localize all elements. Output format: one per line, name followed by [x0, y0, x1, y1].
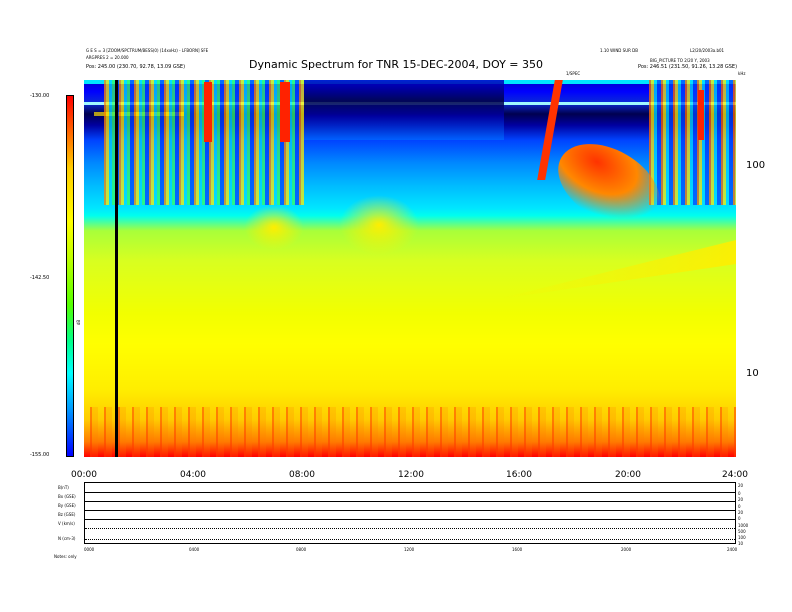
ts-label: Bz (GSE) — [58, 512, 76, 517]
colorbar-mid-label: -142.50 — [30, 275, 50, 281]
ts-right-tick: 20 — [738, 483, 744, 488]
ts-right-tick: 10 — [738, 541, 744, 546]
ts-label: N (cm-3) — [58, 536, 76, 541]
y-tick-label: 10 — [746, 368, 759, 379]
ts-right-tick: 20 — [738, 510, 744, 515]
colorbar — [66, 95, 74, 457]
header-meta-top-right3: BIG_PICTURE TO 2/20 Y, 2003 — [650, 58, 710, 63]
colorbar-axis-label: dB — [76, 319, 82, 326]
x-tick-label: 04:00 — [180, 470, 206, 480]
ts-right-tick: 1000 — [738, 523, 749, 528]
ts-x-tick: 0000 — [84, 547, 95, 552]
ts-x-tick: 0400 — [189, 547, 200, 552]
ts-label: Bx (GSE) — [58, 494, 76, 499]
x-tick-label: 12:00 — [398, 470, 424, 480]
ts-x-tick: 1600 — [512, 547, 523, 552]
ts-right-tick: 0 — [738, 516, 741, 521]
header-meta-top-right2: L2/20/2003a.b01 — [690, 48, 725, 53]
ts-label: V (km/s) — [58, 521, 75, 526]
chart-title: Dynamic Spectrum for TNR 15-DEC-2004, DO… — [249, 58, 543, 71]
header-pos-right: Pos: 246.51 (231.50, 91.26, 13.28 GSE) — [638, 64, 738, 70]
ts-right-tick: 500 — [738, 529, 746, 534]
x-tick-label: 16:00 — [506, 470, 532, 480]
ts-right-tick: 0 — [738, 491, 741, 496]
header-meta-top-right: 1.10 WIND SUR DB — [600, 48, 638, 53]
y-unit-label: kHz — [738, 71, 746, 76]
y-tick-label: 100 — [746, 160, 766, 171]
header-meta-top-left: G E S = 3 [ZOOM/SPCTRUM/BESS(0) (14xxHz)… — [86, 48, 209, 53]
x-tick-label: 08:00 — [289, 470, 315, 480]
x-tick-label: 20:00 — [615, 470, 641, 480]
header-annotation: 1/SPEC — [566, 71, 581, 76]
ts-right-tick: 0 — [738, 504, 741, 509]
ts-label: By (GSE) — [58, 503, 76, 508]
ts-right-tick: 100 — [738, 535, 746, 540]
ts-label: B(nT) — [58, 485, 69, 490]
ts-right-tick: 20 — [738, 497, 744, 502]
colorbar-bottom-label: -155.00 — [30, 452, 50, 458]
timeseries-panel — [84, 482, 736, 544]
ts-x-tick: 2000 — [621, 547, 632, 552]
colorbar-top-label: -130.00 — [30, 93, 50, 99]
header-pos-left: Pos: 245.00 (230.70, 92.78, 13.09 GSE) — [86, 64, 186, 70]
ts-x-tick: 2400 — [727, 547, 738, 552]
x-tick-label: 24:00 — [722, 470, 748, 480]
spectrogram — [84, 80, 736, 457]
ts-x-tick: 0800 — [296, 547, 307, 552]
header-meta-top-left2: ARGPRES 2 = 20.000 — [86, 55, 129, 60]
ts-x-tick: 1200 — [404, 547, 415, 552]
footer-notes: Notes: only — [54, 554, 77, 559]
x-tick-label: 00:00 — [71, 470, 97, 480]
